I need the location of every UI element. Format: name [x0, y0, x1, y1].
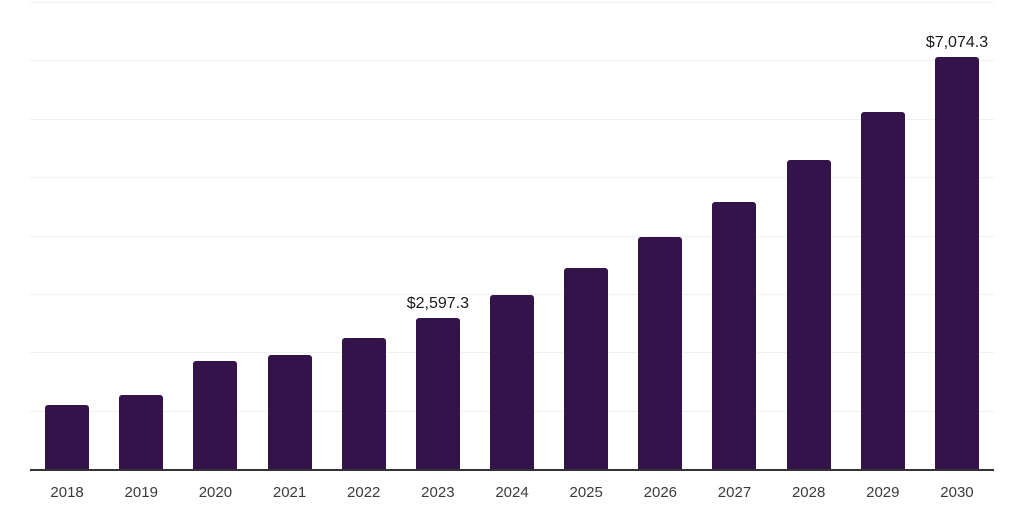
bar-slot-2020	[178, 3, 252, 470]
bar-slot-2021	[252, 3, 326, 470]
x-axis-tick-labels: 2018 2019 2020 2021 2022 2023 2024 2025 2026 2027…	[30, 484, 994, 501]
bar-2022	[341, 338, 386, 470]
x-tick-label-2024: 2024	[495, 484, 529, 501]
bar-slot-2018	[30, 3, 104, 470]
bar-slot-2026	[623, 3, 697, 470]
bar-2029	[860, 111, 905, 470]
x-tick-label-2029: 2029	[866, 484, 900, 501]
bar-2023	[415, 318, 460, 470]
x-tick-label-2028: 2028	[791, 484, 826, 501]
bars-row: $2,597.3 $7,074.3	[30, 3, 994, 470]
bar-2025	[564, 268, 609, 470]
bar-2027	[712, 202, 757, 470]
bar-2021	[267, 355, 312, 470]
x-tick-label-2019: 2019	[124, 484, 158, 501]
bar-2026	[638, 237, 683, 470]
gridline-5000	[30, 177, 994, 179]
bar-slot-2025	[549, 3, 623, 470]
x-tick-label-2027: 2027	[717, 484, 752, 501]
x-tick-label-2023: 2023	[421, 484, 455, 501]
x-tick-label-2026: 2026	[643, 484, 678, 501]
data-label-2030: $7,074.3	[925, 34, 989, 52]
bar-slot-2029	[846, 3, 920, 470]
bar-slot-2028	[772, 3, 846, 470]
bar-2019	[119, 395, 164, 470]
plot-area: $2,597.3 $7,074.3	[30, 2, 994, 470]
gridline-4000	[30, 235, 994, 237]
x-axis-line	[30, 469, 994, 471]
x-tick-label-2020: 2020	[198, 484, 233, 501]
gridline-6000	[30, 118, 994, 120]
bar-slot-2019	[104, 3, 178, 470]
bar-slot-2030: $7,074.3	[920, 3, 994, 470]
bar-2028	[786, 160, 831, 470]
data-label-2023: $2,597.3	[406, 295, 469, 313]
bar-2024	[490, 295, 535, 470]
bar-slot-2024	[475, 3, 549, 470]
bar-slot-2023: $2,597.3	[401, 3, 475, 470]
x-tick-label-2021: 2021	[272, 484, 307, 501]
bar-slot-2027	[697, 3, 771, 470]
x-tick-label-2025: 2025	[569, 484, 603, 501]
bar-slot-2022	[327, 3, 401, 470]
gridline-7000	[30, 60, 994, 62]
bar-2030	[934, 57, 979, 470]
gridline-3000	[30, 293, 994, 295]
x-tick-label-2018: 2018	[50, 484, 84, 501]
bar-2018	[45, 405, 90, 470]
x-tick-label-2030: 2030	[940, 484, 974, 501]
gridline-8000	[30, 2, 994, 3]
x-tick-label-2022: 2022	[347, 484, 381, 501]
bar-2020	[193, 361, 238, 470]
